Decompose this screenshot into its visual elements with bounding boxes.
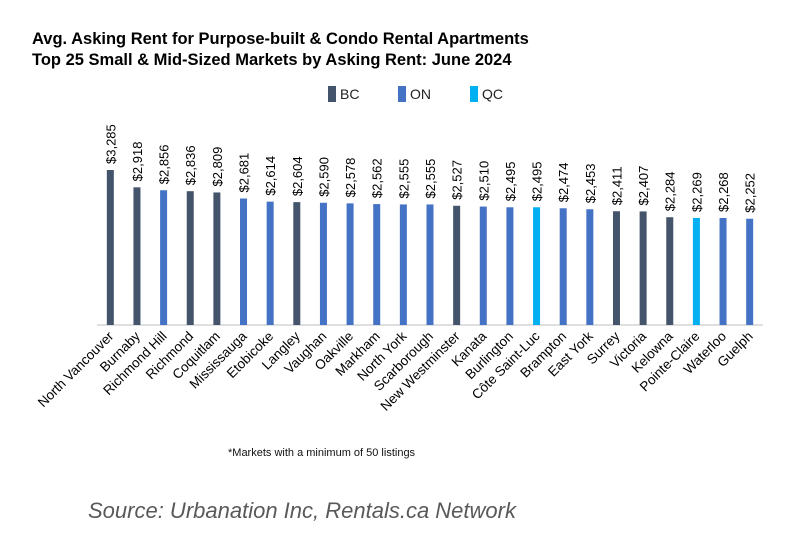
bar-value-label: $2,555	[396, 159, 411, 199]
bar	[692, 217, 700, 325]
bar-value-label: $2,252	[743, 173, 758, 213]
bar-value-label: $2,411	[609, 166, 624, 205]
bar	[106, 170, 114, 325]
legend-swatch-bc	[328, 86, 336, 102]
footnote: *Markets with a minimum of 50 listings	[228, 447, 416, 459]
bar	[133, 187, 141, 325]
legend-label-bc: BC	[340, 86, 360, 102]
chart-title-line-1: Avg. Asking Rent for Purpose-built & Con…	[32, 30, 529, 48]
bar	[266, 201, 274, 325]
bar-value-label: $2,681	[237, 153, 252, 193]
bar	[666, 217, 674, 325]
bar-value-label: $2,590	[316, 157, 331, 197]
bar-value-label: $2,474	[556, 163, 571, 203]
bar	[453, 205, 461, 325]
bar	[612, 211, 620, 325]
bar-value-label: $2,269	[689, 172, 704, 212]
bar-value-label: $2,407	[636, 166, 651, 206]
bar	[240, 198, 248, 325]
bar	[160, 190, 168, 325]
bar	[293, 202, 301, 325]
bar-value-label: $2,614	[263, 156, 278, 196]
bar	[346, 203, 354, 325]
bar	[639, 211, 647, 325]
bar-value-label: $3,285	[103, 124, 118, 164]
legend-label-qc: QC	[482, 86, 503, 102]
bar	[373, 204, 381, 325]
bar	[426, 204, 434, 325]
bar	[479, 206, 487, 325]
bar	[319, 202, 327, 325]
bar	[186, 191, 194, 325]
legend-swatch-on	[398, 86, 406, 102]
legend-item-qc: QC	[470, 86, 503, 102]
bar-value-label: $2,604	[290, 156, 305, 196]
bar-value-label: $2,495	[503, 162, 518, 202]
legend-item-on: ON	[398, 86, 431, 102]
legend-label-on: ON	[410, 86, 431, 102]
bar-value-label: $2,453	[583, 163, 598, 203]
bar-value-label: $2,562	[370, 158, 385, 198]
bar-value-label: $2,495	[530, 162, 545, 202]
bar	[746, 218, 754, 325]
bar-value-label: $2,809	[210, 147, 225, 187]
bar-value-label: $2,856	[157, 144, 172, 184]
chart-title: Avg. Asking Rent for Purpose-built & Con…	[32, 29, 529, 71]
bar	[559, 208, 567, 325]
bar	[213, 192, 221, 325]
bar-value-label: $2,510	[476, 161, 491, 201]
bar	[399, 204, 407, 325]
legend-item-bc: BC	[328, 86, 359, 102]
bar-value-label: $2,268	[716, 172, 731, 212]
bar	[719, 217, 727, 325]
bar	[586, 209, 594, 325]
bar-value-label: $2,836	[183, 145, 198, 185]
bar	[533, 207, 541, 325]
chart-title-line-2: Top 25 Small & Mid-Sized Markets by Aski…	[32, 51, 512, 69]
bar-value-label: $2,578	[343, 158, 358, 198]
bar-value-label: $2,918	[130, 142, 145, 182]
bar-value-label: $2,555	[423, 159, 438, 199]
source-credit: Source: Urbanation Inc, Rentals.ca Netwo…	[88, 498, 516, 523]
bar-value-label: $2,527	[450, 160, 465, 200]
legend-swatch-qc	[470, 86, 478, 102]
bar	[506, 207, 514, 325]
bar-value-label: $2,284	[663, 171, 678, 211]
chart-legend: BC ON QC	[0, 86, 800, 106]
